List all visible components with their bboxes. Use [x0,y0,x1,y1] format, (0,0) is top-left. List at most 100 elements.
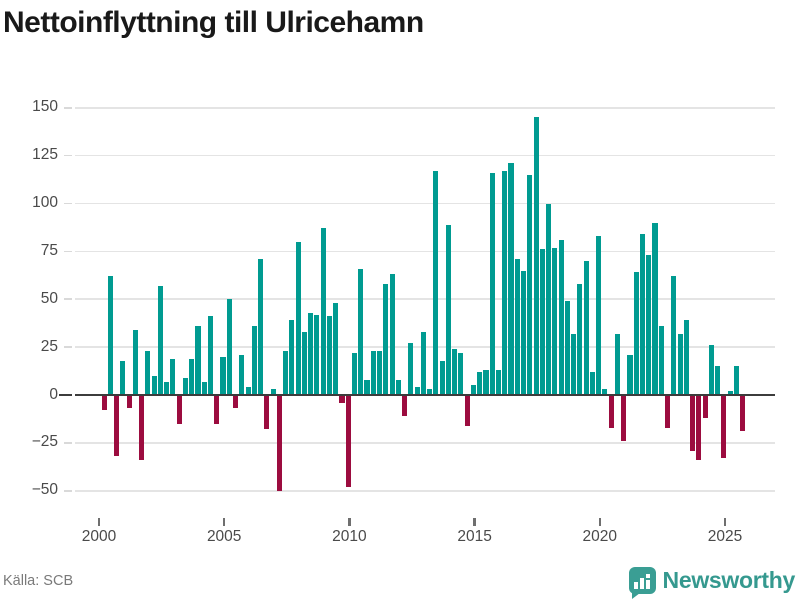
bar-2022-q4 [671,276,677,395]
bar-2014-q3 [464,395,470,426]
bar-2006-q2 [258,259,264,395]
bar-2013-q3 [439,360,445,395]
y-tick-mark [64,489,72,492]
bar-2014-q4 [470,385,476,395]
y-tick-label: 150 [32,98,58,116]
bar-2012-q3 [414,387,420,395]
bar-2023-q1 [677,333,683,395]
bar-2005-q1 [226,299,232,395]
bar-2006-q1 [251,326,257,395]
bar-2016-q2 [508,163,514,395]
bar-2021-q2 [633,272,639,395]
bar-2021-q4 [646,255,652,395]
bar-2004-q4 [220,356,226,395]
bar-2013-q4 [445,224,451,395]
bar-2001-q3 [139,395,145,461]
y-tick-mark [64,298,72,301]
bar-2007-q1 [276,395,282,491]
bar-2024-q2 [708,345,714,395]
newsworthy-logo: Newsworthy [628,564,796,599]
y-tick-mark [64,202,72,205]
x-tick-mark [97,518,101,526]
bar-2023-q3 [690,395,696,451]
y-tick-mark [59,393,72,397]
bar-2024-q3 [715,366,721,395]
bar-2013-q1 [427,389,433,395]
bar-2010-q3 [364,379,370,395]
bar-2018-q2 [558,239,564,395]
bar-2002-q4 [170,358,176,395]
y-tick-mark [64,346,72,348]
bar-2011-q2 [383,283,389,395]
bar-2009-q2 [333,303,339,395]
y-tick-mark [64,250,72,253]
bar-2005-q3 [239,354,245,395]
brand-wordmark: Newsworthy [662,566,796,593]
gridline [75,442,775,444]
bar-2020-q2 [608,395,614,428]
bar-2019-q4 [596,236,602,395]
bar-2001-q4 [145,350,151,395]
bar-2015-q2 [483,370,489,395]
bar-2019-q3 [589,372,595,395]
bar-2014-q2 [458,352,464,395]
bar-2009-q1 [326,316,332,395]
bar-2020-q1 [602,389,608,395]
y-tick-label: −25 [31,433,58,451]
bar-2016-q4 [520,270,527,395]
bar-2016-q1 [502,170,508,395]
bar-2005-q2 [232,395,239,409]
chart-title: Nettoinflyttning till Ulricehamn [3,6,424,39]
bar-2017-q1 [527,174,533,395]
source-note: Källa: SCB [3,573,74,589]
bar-2003-q4 [195,326,201,395]
y-tick-label: 100 [32,194,58,211]
bar-2003-q2 [182,377,188,395]
bar-2007-q4 [295,241,301,395]
bar-2001-q1 [126,395,132,409]
bar-2008-q4 [320,228,326,395]
bar-2009-q3 [339,395,345,403]
x-tick-label: 2000 [81,528,117,545]
bar-2025-q1 [727,391,733,395]
bar-2009-q4 [345,395,351,487]
x-tick-label: 2015 [457,528,492,545]
icon-bar-tall [639,577,644,589]
icon-bar-dot [645,573,650,578]
speech-bubble-tail [631,592,640,599]
bar-2022-q2 [658,326,664,395]
x-tick-label: 2020 [582,528,618,545]
bar-2019-q1 [577,283,583,395]
bar-2007-q3 [289,320,295,395]
y-tick-label: −50 [31,481,58,499]
bar-2022-q3 [664,395,671,428]
gridline [75,298,775,301]
x-tick-mark [348,518,351,526]
bar-2017-q4 [546,203,552,395]
y-tick-label: 0 [49,385,58,403]
bar-2017-q3 [539,249,545,395]
bar-2010-q1 [351,352,358,395]
gridline [75,154,775,157]
bar-2008-q3 [314,314,320,395]
bar-2024-q1 [702,395,708,418]
bar-2010-q2 [358,268,364,395]
bar-2025-q3 [740,395,746,432]
bar-2001-q2 [132,329,138,395]
gridline [75,250,775,253]
bar-2005-q4 [245,387,251,395]
bar-2021-q1 [627,354,633,395]
bar-2003-q1 [176,395,182,424]
bar-2012-q4 [420,331,426,395]
bar-2019-q2 [583,260,589,395]
bar-2015-q3 [489,172,495,395]
bar-2025-q2 [733,366,739,395]
bar-2002-q1 [151,375,157,395]
bar-2010-q4 [370,350,376,395]
bar-2002-q3 [164,381,170,395]
x-tick-label: 2005 [206,528,242,545]
bar-2007-q2 [283,350,289,395]
bar-2003-q3 [189,358,195,395]
bar-2013-q2 [433,170,439,395]
bar-2012-q1 [402,395,408,417]
